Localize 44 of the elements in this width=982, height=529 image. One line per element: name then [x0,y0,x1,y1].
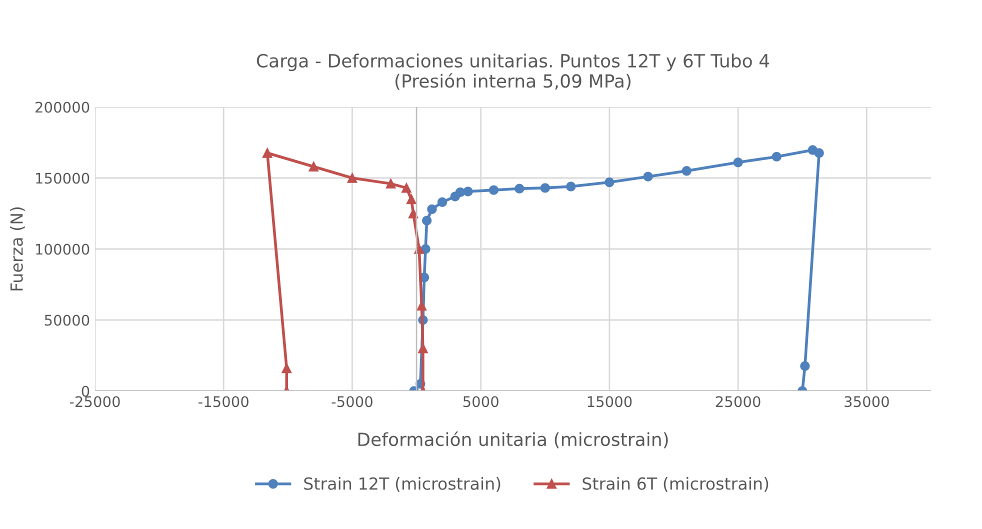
point [733,158,743,168]
point [414,244,424,254]
point [422,216,432,226]
x-tick-label: 15000 [588,396,632,408]
point [347,173,358,183]
legend-label: Strain 6T (microstrain) [582,477,768,492]
x-tick-label: -15000 [198,396,248,408]
y-tick-label: 200000 [36,102,90,113]
x-tick-label: 25000 [716,396,760,408]
y-axis-title: Fuerza (N) [10,207,25,290]
point [418,344,428,354]
point [408,208,418,218]
point [643,172,653,182]
y-tick-label: 0 [82,386,90,397]
x-tick-label: -25000 [70,396,120,408]
x-axis-title: Deformación unitaria (microstrain) [358,431,668,448]
x-tick-label: 5000 [463,396,498,408]
y-tick-label: 50000 [44,314,90,326]
point [604,177,614,188]
point [386,178,396,189]
point [455,187,466,198]
y-tick-label: 100000 [36,244,90,255]
point [406,194,416,204]
point [416,300,427,311]
x-tick-label: 35000 [844,396,889,408]
point [800,361,810,371]
chart-title: Carga - Deformaciones unitarias. Puntos 12T y 6T Tubo 4 (Presión interna 5,09 MPa) [256,54,770,90]
point [488,185,499,195]
point [814,148,824,158]
point [308,162,319,172]
point [262,148,272,158]
point [427,204,437,214]
point [402,183,412,193]
point [514,184,524,194]
point [437,197,448,207]
point [282,363,292,374]
point [682,166,692,176]
point [772,152,782,162]
x-tick-label: -5000 [332,396,372,408]
legend-label: Strain 12T (microstrain) [304,477,500,492]
point [463,186,473,196]
point [540,183,550,193]
point [566,182,576,192]
y-tick-label: 150000 [36,172,90,184]
